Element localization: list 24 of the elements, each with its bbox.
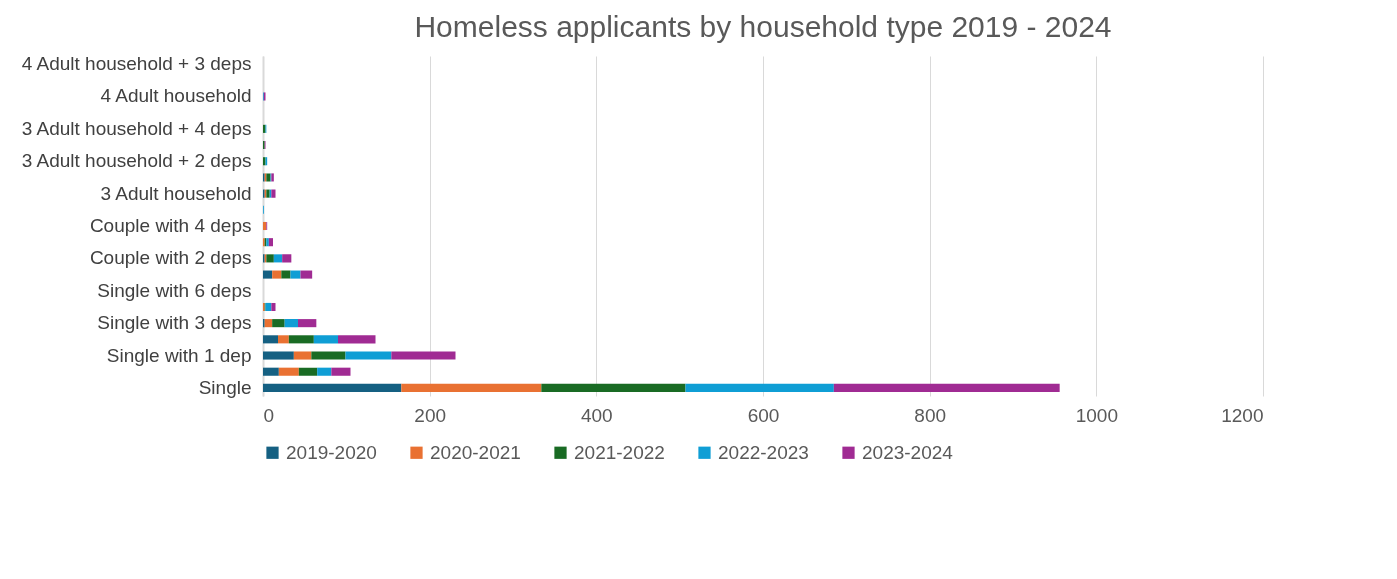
y-tick-label: 3 Adult household bbox=[100, 182, 252, 204]
y-tick-label: 4 Adult household bbox=[100, 85, 252, 107]
x-tick-label: 400 bbox=[580, 404, 613, 426]
x-tick-label: 600 bbox=[747, 404, 780, 426]
y-tick-label: Single with 3 deps bbox=[97, 312, 252, 334]
legend-label: 2022-2023 bbox=[718, 441, 809, 463]
chart-title: Homeless applicants by household type 2019 - 2024 bbox=[414, 9, 1112, 43]
legend-label: 2019-2020 bbox=[286, 441, 377, 463]
legend-label: 2020-2021 bbox=[430, 441, 521, 463]
y-tick-label: Single bbox=[198, 376, 252, 398]
legend-label: 2021-2022 bbox=[574, 441, 665, 463]
y-tick-label: Couple with 2 deps bbox=[89, 247, 252, 269]
y-tick-label: Single with 6 deps bbox=[97, 279, 252, 301]
x-tick-label: 200 bbox=[414, 404, 447, 426]
y-tick-label: Single with 1 dep bbox=[106, 344, 252, 366]
legend-label: 2023-2024 bbox=[862, 441, 954, 463]
x-tick-label: 1000 bbox=[1075, 404, 1118, 426]
x-tick-label: 800 bbox=[914, 404, 947, 426]
x-tick-label: 0 bbox=[263, 404, 275, 426]
y-tick-label: Couple with 4 deps bbox=[89, 215, 252, 236]
y-tick-label: 3 Adult household + 4 deps bbox=[21, 117, 252, 139]
y-tick-label: 4 Adult household + 3 deps bbox=[21, 53, 252, 75]
y-tick-label: 3 Adult household + 2 deps bbox=[21, 150, 252, 172]
x-tick-label: 1200 bbox=[1221, 404, 1264, 426]
